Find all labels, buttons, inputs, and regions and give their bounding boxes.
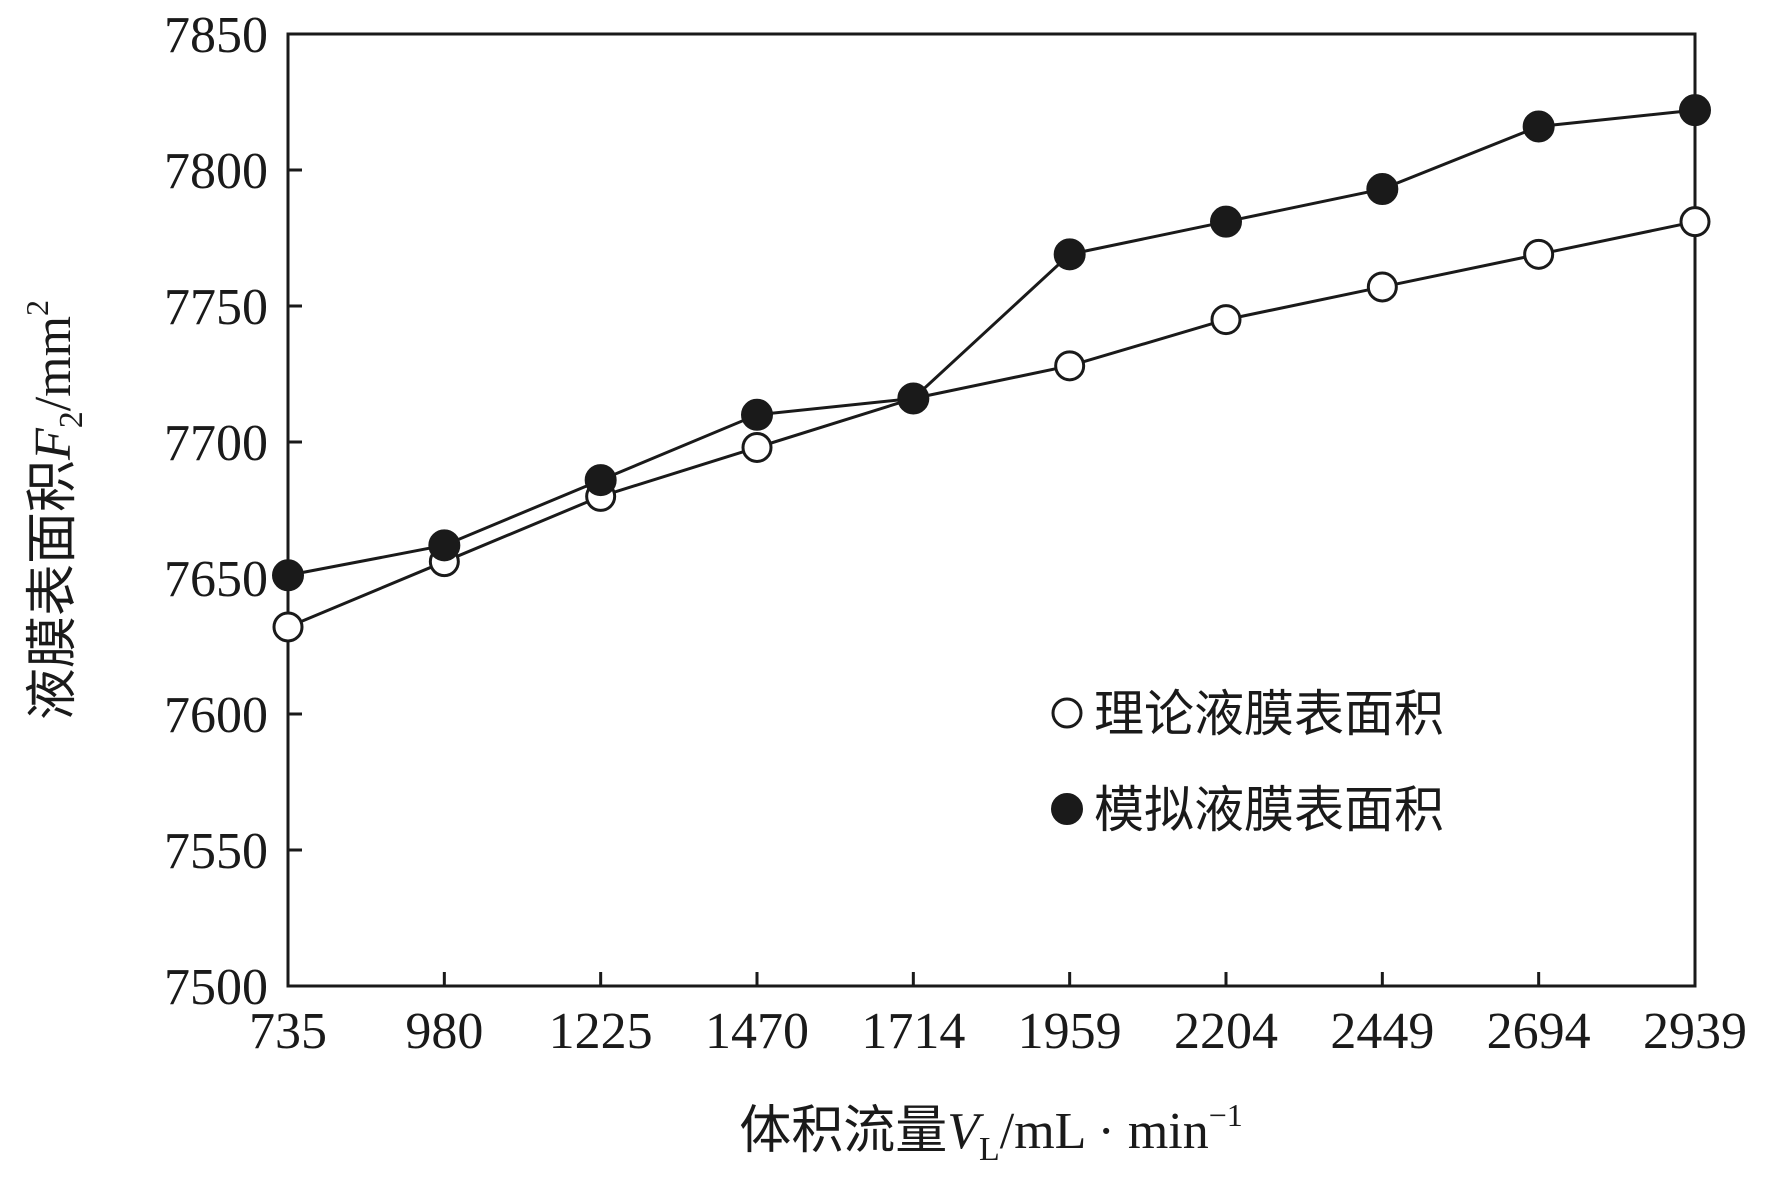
x-tick-label: 735 (249, 1003, 327, 1060)
plot-area-frame (286, 32, 1697, 988)
legend-label-theoretical: 理论液膜表面积 (1094, 686, 1444, 742)
legend: 理论液膜表面积 模拟液膜表面积 (1051, 686, 1444, 838)
data-point-simulated (897, 382, 930, 415)
data-point-theoretical (1054, 350, 1086, 382)
data-point-simulated (1522, 110, 1555, 143)
y-axis: 7500 7550 7600 7650 7700 7750 7800 7850 (164, 7, 302, 1016)
x-axis-title-unit: /mL · min (1000, 1103, 1209, 1160)
data-point-theoretical (272, 611, 304, 643)
y-axis-title-subscript: 2 (53, 411, 90, 428)
data-point-theoretical (1366, 271, 1398, 303)
series-line (287, 108, 1696, 577)
data-point-simulated (1053, 238, 1086, 271)
x-axis-title-prefix: 体积流量 (739, 1103, 947, 1160)
x-tick-label: 2694 (1487, 1003, 1591, 1060)
data-point-theoretical (1679, 206, 1711, 238)
legend-marker-filled-circle (1051, 793, 1083, 825)
y-axis-title-unit: /mm (25, 316, 82, 411)
y-tick-label: 7600 (164, 687, 268, 744)
series-2 (272, 94, 1711, 592)
x-tick-label: 980 (405, 1003, 483, 1060)
y-tick-label: 7750 (164, 279, 268, 336)
y-axis-title-superscript: 2 (19, 300, 55, 316)
data-point-simulated (1366, 173, 1399, 206)
x-axis-title-variable: V (947, 1103, 984, 1160)
x-tick-label: 1225 (549, 1003, 653, 1060)
x-tick-label: 1470 (705, 1003, 809, 1060)
x-axis-title: 体积流量VL/mL · min−1 (739, 1097, 1243, 1168)
y-tick-label: 7650 (164, 551, 268, 608)
data-point-theoretical (1210, 304, 1242, 336)
data-point-simulated (741, 398, 773, 431)
data-point-simulated (428, 529, 461, 562)
y-tick-label: 7700 (164, 415, 268, 472)
x-axis-title-superscript: −1 (1209, 1097, 1243, 1133)
x-tick-label: 2449 (1330, 1003, 1434, 1060)
x-tick-label: 1959 (1018, 1003, 1122, 1060)
data-point-simulated (272, 559, 304, 592)
y-axis-title: 液膜表面积F2/mm2 (19, 300, 90, 720)
series-line (287, 220, 1696, 629)
data-point-theoretical (1523, 238, 1555, 270)
series-layer (272, 94, 1711, 643)
y-tick-label: 7850 (164, 7, 268, 64)
data-point-simulated (584, 464, 617, 497)
legend-marker-open-circle (1051, 697, 1083, 729)
x-tick-label: 1714 (861, 1003, 965, 1060)
y-axis-title-variable: F (25, 427, 82, 461)
series-1 (272, 206, 1711, 643)
data-point-theoretical (741, 431, 773, 463)
y-tick-label: 7500 (164, 959, 268, 1016)
data-point-simulated (1679, 94, 1711, 127)
x-tick-label: 2204 (1174, 1003, 1278, 1060)
data-point-simulated (1210, 205, 1242, 238)
y-tick-label: 7800 (164, 143, 268, 200)
x-axis-title-subscript: L (979, 1131, 1000, 1168)
legend-label-simulated: 模拟液膜表面积 (1094, 782, 1444, 838)
y-tick-label: 7550 (164, 823, 268, 880)
x-axis: 735 980 1225 1470 1714 1959 2204 2449 2694 2939 (249, 972, 1747, 1060)
x-tick-label: 2939 (1643, 1003, 1747, 1060)
y-axis-title-prefix: 液膜表面积 (25, 460, 82, 720)
